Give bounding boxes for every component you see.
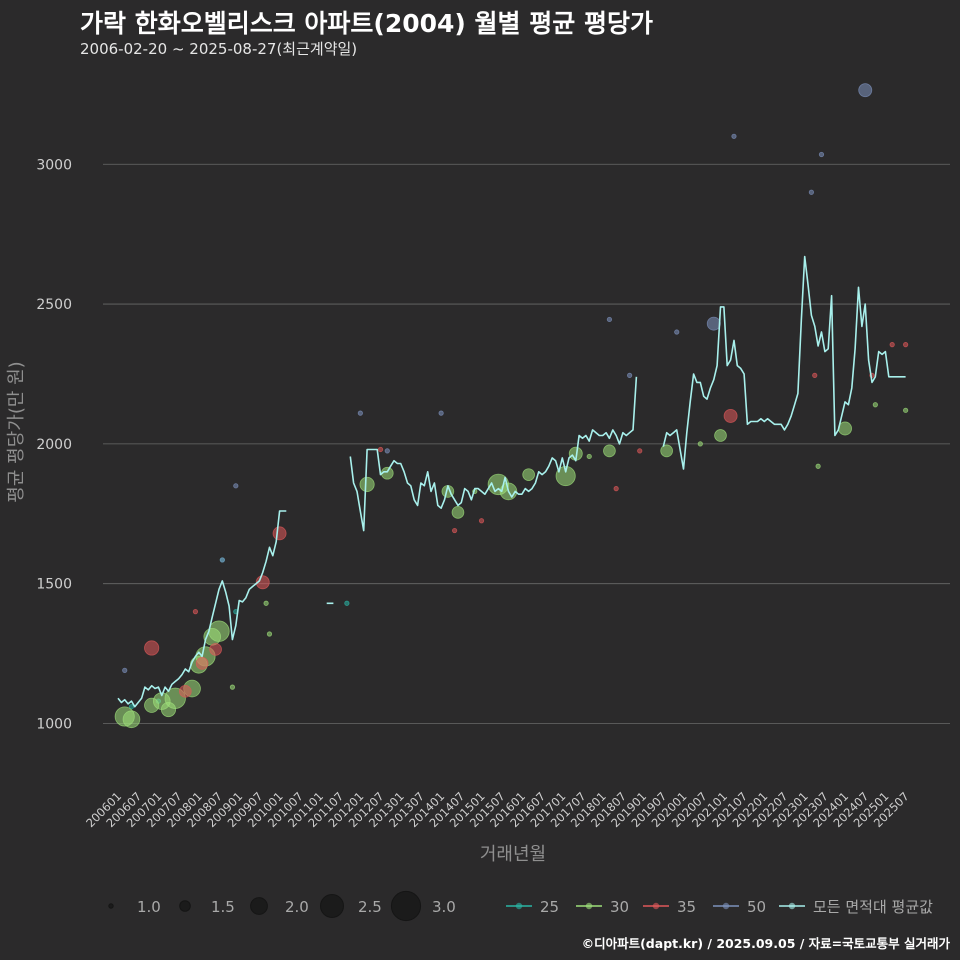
size-legend-dot xyxy=(250,897,268,915)
point-30 xyxy=(522,468,535,481)
size-legend-label: 3.0 xyxy=(432,898,456,916)
y-axis-title: 평균 평당가(만 원) xyxy=(6,361,27,502)
point-30 xyxy=(697,441,703,447)
point-50 xyxy=(122,667,128,673)
source-caption: ©디아파트(dapt.kr) / 2025.09.05 / 자료=국토교통부 실… xyxy=(581,936,950,951)
point-50 xyxy=(357,410,363,416)
color-legend-dot xyxy=(722,902,730,910)
point-50 xyxy=(818,151,825,158)
chart-subtitle: 2006-02-20 ~ 2025-08-27(최근계약일) xyxy=(80,40,358,58)
point-35 xyxy=(812,372,818,378)
point-30 xyxy=(208,620,230,642)
point-50 xyxy=(384,448,390,454)
color-legend-dot xyxy=(515,902,523,910)
x-axis: 2006012006072007012007072008012008072009… xyxy=(83,789,912,830)
point-30 xyxy=(229,684,236,690)
point-50 xyxy=(731,133,737,139)
y-axis: 1000 1500 2000 2500 3000 xyxy=(36,157,72,732)
point-30 xyxy=(263,600,269,606)
point-35 xyxy=(195,657,209,670)
color-legend-label: 30 xyxy=(610,898,629,916)
size-legend-dot xyxy=(390,890,422,922)
color-legend-label: 35 xyxy=(677,898,696,916)
size-legend-dot xyxy=(108,903,114,909)
average-line-segment xyxy=(117,510,287,708)
point-50 xyxy=(706,316,721,331)
point-35 xyxy=(178,685,192,698)
legend: 1.0 1.5 2.0 2.5 3.0 25 30 35 50 모든 면적대 평균값 xyxy=(108,890,933,922)
color-legend-label: 25 xyxy=(540,898,559,916)
chart-title: 가락 한화오벨리스크 아파트(2004) 월별 평균 평당가 xyxy=(80,9,653,38)
point-35 xyxy=(478,518,485,524)
average-line-segment xyxy=(662,255,906,470)
y-tick-label: 2000 xyxy=(36,437,72,453)
y-tick-label: 1500 xyxy=(36,577,72,593)
point-50 xyxy=(674,329,680,335)
point-30 xyxy=(815,463,821,469)
point-50 xyxy=(438,410,444,416)
point-35 xyxy=(144,640,160,656)
point-50 xyxy=(606,316,613,323)
point-30 xyxy=(266,631,273,637)
point-30 xyxy=(714,429,727,442)
point-50 xyxy=(627,372,633,378)
size-legend-label: 1.5 xyxy=(211,898,235,916)
point-35 xyxy=(889,342,895,348)
size-legend-dot xyxy=(320,894,344,918)
color-legend-dot xyxy=(652,902,660,910)
size-legend-label: 2.5 xyxy=(358,898,382,916)
point-35 xyxy=(903,342,909,348)
point-35 xyxy=(377,446,384,453)
x-axis-title: 거래년월 xyxy=(480,844,546,865)
y-tick-label: 2500 xyxy=(36,297,72,313)
point-35 xyxy=(451,527,458,534)
y-tick-label: 3000 xyxy=(36,157,72,173)
color-legend-dot xyxy=(788,902,796,910)
point-30 xyxy=(122,710,141,729)
color-legend-label: 50 xyxy=(747,898,766,916)
point-30 xyxy=(903,407,909,413)
color-legend-label: 모든 면적대 평균값 xyxy=(813,898,933,916)
point-35 xyxy=(723,408,738,423)
y-tick-label: 1000 xyxy=(36,716,72,732)
point-35 xyxy=(613,486,619,492)
point-25 xyxy=(344,600,350,606)
point-30 xyxy=(359,476,375,492)
point-30 xyxy=(555,465,576,487)
color-legend-dot xyxy=(585,902,593,910)
scatter-points xyxy=(114,83,909,729)
point-35 xyxy=(209,643,222,656)
size-legend-dot xyxy=(179,900,191,912)
point-30 xyxy=(872,402,878,408)
point-25 xyxy=(128,704,135,710)
size-legend-label: 2.0 xyxy=(285,898,309,916)
grid xyxy=(103,163,950,724)
average-line xyxy=(117,255,906,708)
point-35 xyxy=(192,609,199,615)
point-35 xyxy=(272,526,287,541)
point-30 xyxy=(586,453,592,460)
point-30 xyxy=(660,444,673,458)
point-50 xyxy=(219,557,225,563)
point-50 xyxy=(858,83,873,98)
average-line-segment xyxy=(349,376,638,532)
point-50 xyxy=(808,189,814,195)
point-50 xyxy=(233,483,239,489)
point-35 xyxy=(637,448,643,454)
point-30 xyxy=(603,444,616,458)
point-30 xyxy=(451,506,465,519)
size-legend-label: 1.0 xyxy=(137,898,161,916)
